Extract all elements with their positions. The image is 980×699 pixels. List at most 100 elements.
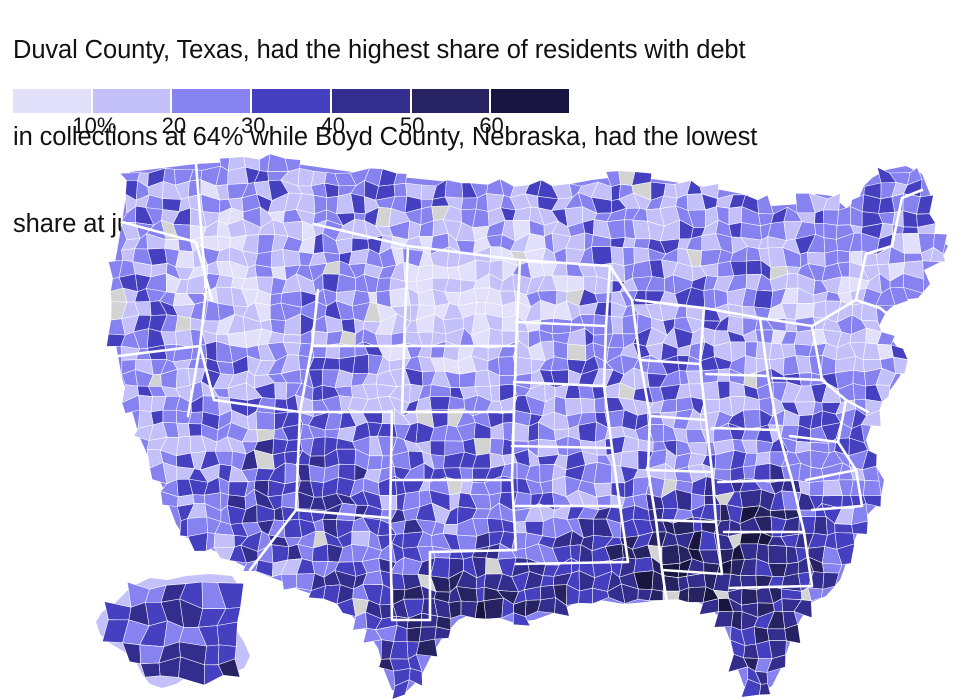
- legend-tick-3: 40: [320, 113, 345, 138]
- county-polygon: [204, 644, 220, 666]
- county-polygon: [274, 382, 288, 400]
- county-polygons: [96, 153, 948, 699]
- county-polygon: [429, 440, 446, 457]
- legend-swatch-1: [92, 89, 173, 113]
- county-polygon: [282, 333, 301, 344]
- county-polygon: [766, 654, 786, 673]
- state-boundary: [212, 288, 320, 414]
- county-polygon: [593, 462, 613, 484]
- county-polygon: [280, 573, 297, 591]
- county-polygon: [930, 247, 946, 263]
- county-polygon: [755, 451, 771, 466]
- county-polygon: [622, 237, 636, 249]
- county-polygon: [793, 599, 813, 619]
- county-polygon: [460, 600, 478, 619]
- county-polygon: [267, 153, 289, 172]
- legend-swatch-strip: [13, 89, 570, 113]
- state-boundary: [758, 316, 824, 382]
- county-polygon: [176, 435, 192, 457]
- county-polygon: [823, 209, 840, 226]
- state-boundary: [186, 162, 208, 418]
- state-boundary: [294, 410, 394, 520]
- legend-swatch-2: [172, 89, 253, 113]
- county-polygon: [551, 318, 572, 335]
- county-polygon: [352, 354, 370, 374]
- county-polygon: [743, 465, 756, 480]
- county-polygon: [550, 356, 569, 371]
- county-polygon: [475, 586, 485, 603]
- county-polygon: [393, 182, 408, 197]
- county-polygon: [554, 597, 570, 617]
- county-polygon: [780, 573, 802, 592]
- county-polygon: [179, 518, 188, 537]
- county-polygon: [483, 597, 504, 620]
- legend-tick-4: 50: [399, 113, 425, 138]
- county-polygon: [861, 409, 882, 427]
- county-polygon: [567, 343, 587, 361]
- county-polygon: [473, 438, 492, 456]
- county-polygon: [649, 589, 664, 601]
- county-polygon: [687, 586, 707, 603]
- county-polygon: [119, 172, 141, 181]
- county-polygon: [255, 411, 275, 431]
- legend-swatch-0: [13, 89, 93, 113]
- page-deck: Duval County, Texas, had the highest sha…: [13, 0, 963, 297]
- county-polygon: [429, 396, 451, 411]
- county-polygon: [766, 628, 787, 641]
- state-boundary: [844, 398, 870, 414]
- legend-tick-labels: 10% 20 30 40 50 60: [13, 113, 569, 138]
- state-boundary: [854, 244, 894, 302]
- county-polygon: [192, 494, 206, 504]
- county-polygon: [416, 638, 438, 657]
- county-polygon: [757, 194, 774, 215]
- county-polygon: [459, 371, 477, 388]
- county-polygon: [308, 464, 326, 483]
- county-polygon: [686, 573, 707, 588]
- state-boundary: [702, 306, 770, 378]
- county-polygon: [703, 288, 716, 309]
- county-polygon: [739, 531, 762, 545]
- county-polygon: [122, 642, 141, 665]
- county-polygon: [744, 355, 757, 376]
- county-polygon: [434, 626, 451, 640]
- us-county-choropleth-map: [0, 150, 980, 699]
- county-polygon: [282, 249, 301, 268]
- state-boundary: [388, 516, 432, 622]
- county-polygon: [863, 480, 882, 496]
- state-boundary: [514, 504, 630, 566]
- county-polygon: [513, 612, 531, 627]
- county-polygon: [611, 316, 623, 335]
- state-boundary: [514, 258, 612, 328]
- county-polygon: [852, 383, 867, 401]
- state-boundary-lines: [116, 162, 924, 622]
- deck-line-1: Duval County, Texas, had the highest sha…: [13, 36, 746, 64]
- county-polygon: [591, 246, 613, 267]
- county-polygon: [456, 534, 478, 550]
- legend-tick-1: 20: [161, 113, 187, 138]
- state-boundary: [608, 264, 670, 612]
- county-polygon: [213, 533, 235, 548]
- county-polygon: [893, 356, 909, 375]
- deck-line-2: in collections at 64% while Boyd County,…: [13, 123, 758, 151]
- legend-swatch-6: [491, 89, 570, 113]
- county-polygon: [808, 480, 825, 497]
- county-polygon: [877, 343, 894, 360]
- county-polygon: [822, 562, 843, 574]
- county-polygon: [746, 259, 762, 275]
- county-polygon: [759, 683, 771, 696]
- state-boundary: [116, 344, 216, 402]
- legend-tick-2: 30: [241, 113, 266, 138]
- county-polygon: [490, 385, 501, 402]
- county-polygon: [489, 438, 504, 456]
- legend-tick-5: 60: [479, 113, 504, 138]
- county-polygon: [379, 495, 398, 511]
- county-polygon: [474, 301, 487, 315]
- county-polygon: [486, 518, 504, 533]
- county-polygon: [271, 249, 285, 268]
- state-boundary: [810, 468, 864, 512]
- county-polygon: [785, 273, 799, 289]
- state-boundary: [890, 188, 924, 248]
- county-polygon: [594, 292, 613, 303]
- map-svg: [96, 153, 948, 699]
- state-boundary: [428, 478, 518, 622]
